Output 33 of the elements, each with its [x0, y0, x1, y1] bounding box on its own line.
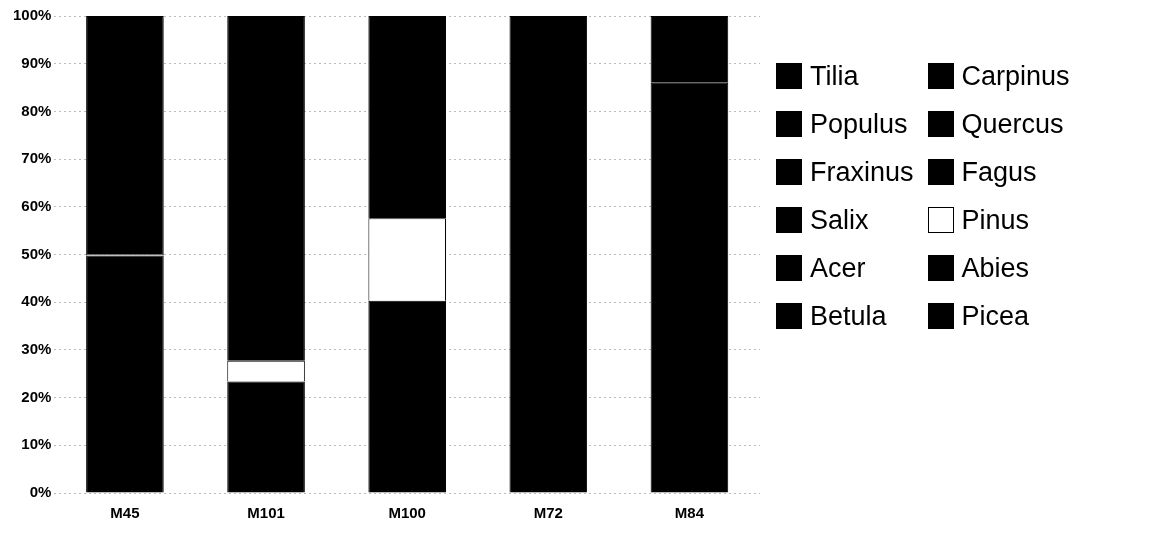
legend-label: Tilia: [810, 60, 859, 92]
legend-label: Fagus: [961, 156, 1037, 188]
legend-label: Fraxinus: [810, 156, 914, 188]
legend-label: Acer: [810, 252, 866, 284]
x-tick-label: M101: [247, 504, 285, 522]
y-tick-label: 40%: [21, 292, 52, 310]
y-tick-label: 60%: [21, 196, 52, 214]
y-tick-label: 100%: [12, 6, 52, 24]
y-tick-label: 50%: [21, 244, 52, 262]
legend-label: Carpinus: [961, 60, 1070, 92]
legend-label: Picea: [961, 300, 1030, 332]
y-tick-label: 30%: [21, 340, 52, 358]
bar: [509, 16, 588, 493]
x-tick-label: M45: [110, 504, 140, 522]
legend-label: Quercus: [961, 108, 1064, 140]
y-tick-label: 90%: [21, 53, 52, 71]
y-tick-label: 0%: [29, 483, 52, 501]
y-tick-label: 80%: [21, 101, 52, 119]
legend-label: Populus: [810, 108, 908, 140]
x-tick-label: M72: [533, 504, 563, 522]
bar: [368, 16, 446, 219]
bar: [86, 16, 164, 255]
bar: [86, 255, 164, 493]
legend-label: Betula: [810, 300, 887, 332]
y-tick-label: 10%: [21, 435, 52, 453]
legend-label: Salix: [810, 204, 869, 236]
y-tick-label: 20%: [21, 387, 52, 405]
y-tick-label: 70%: [21, 149, 52, 167]
legend-label: Pinus: [961, 204, 1030, 236]
legend-label: Abies: [961, 252, 1030, 284]
x-tick-label: M84: [674, 504, 705, 522]
bar: [368, 300, 446, 493]
x-tick-label: M100: [388, 504, 426, 522]
